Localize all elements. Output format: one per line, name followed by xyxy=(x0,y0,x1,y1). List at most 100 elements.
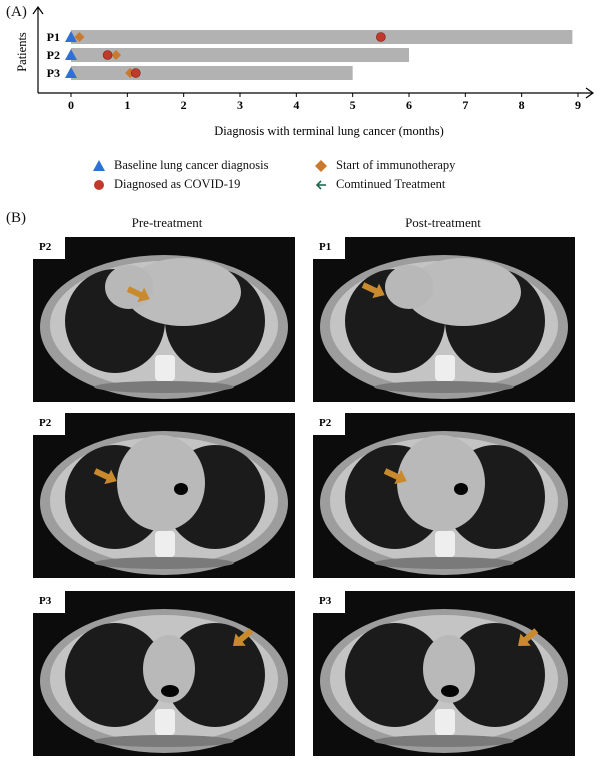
bar-p1 xyxy=(71,30,573,44)
patient-label-p3: P3 xyxy=(47,66,60,80)
ct-image xyxy=(320,609,568,753)
bar-p3 xyxy=(71,66,353,80)
covid-diagnosis-marker xyxy=(102,50,113,60)
x-axis-label: Diagnosis with terminal lung cancer (mon… xyxy=(214,124,443,138)
arrow-shape xyxy=(126,286,150,303)
scan-table xyxy=(374,557,514,569)
legend-covid-label: Diagnosed as COVID-19 xyxy=(114,177,241,191)
vertebra xyxy=(155,355,175,381)
x-tick-label: 7 xyxy=(462,98,468,112)
scan-table xyxy=(94,381,234,393)
mediastinum xyxy=(423,635,475,703)
x-tick-label: 4 xyxy=(293,98,299,112)
patient-bars xyxy=(71,30,573,80)
ct-image xyxy=(320,431,568,575)
x-axis-arrowhead xyxy=(585,87,595,99)
ct-image xyxy=(40,431,288,575)
pre-treatment-title: Pre-treatment xyxy=(131,215,203,230)
event-markers xyxy=(65,31,386,78)
baseline-diagnosis-marker xyxy=(65,31,77,42)
ct-scan: P2 xyxy=(33,237,295,402)
trachea xyxy=(454,483,468,495)
trachea xyxy=(174,483,188,495)
scan-table xyxy=(374,381,514,393)
legend-baseline: Baseline lung cancer diagnosis xyxy=(93,158,268,173)
trachea xyxy=(161,685,179,697)
patient-labels: P1 P2 P3 xyxy=(47,30,60,80)
circle-icon xyxy=(94,179,104,190)
arrow-icon xyxy=(126,286,150,303)
right-lung xyxy=(65,623,165,727)
x-tick-label: 3 xyxy=(237,98,243,112)
arrow-shape xyxy=(383,468,407,485)
x-tick-label: 2 xyxy=(181,98,187,112)
scan-patient-tag: P2 xyxy=(313,413,346,435)
legend-covid: Diagnosed as COVID-19 xyxy=(93,177,240,192)
arrow-icon xyxy=(518,628,539,646)
x-tick-label: 1 xyxy=(124,98,130,112)
arrow-shape xyxy=(361,282,385,299)
scan-patient-tag: P3 xyxy=(313,591,346,613)
ct-scan: P3 xyxy=(313,591,575,756)
ct-image xyxy=(40,255,288,399)
swimmer-plot: 0 1 2 3 4 5 6 7 8 9 P1 P2 P3 Patients Diagnosis wit… xyxy=(15,5,595,138)
mediastinal-mass xyxy=(117,435,205,531)
immunotherapy-start-marker xyxy=(111,50,122,60)
arrow-shape xyxy=(93,468,117,485)
x-tick-label: 6 xyxy=(406,98,412,112)
mediastinum xyxy=(143,635,195,703)
mediastinal-mass xyxy=(397,435,485,531)
vertebra xyxy=(155,531,175,557)
heart xyxy=(405,258,521,326)
ct-scan: P2 xyxy=(33,413,295,578)
baseline-diagnosis-marker xyxy=(65,49,77,60)
legend-immunotherapy: Start of immunotherapy xyxy=(315,158,455,173)
scan-table xyxy=(94,735,234,747)
x-tick-labels: 0 1 2 3 4 5 6 7 8 9 xyxy=(68,93,581,112)
y-axis-arrowhead xyxy=(32,5,44,15)
bar-p2 xyxy=(71,48,409,62)
triangle-icon xyxy=(93,159,105,171)
covid-diagnosis-marker xyxy=(376,32,386,42)
x-tick-label: 0 xyxy=(68,98,74,112)
trachea xyxy=(441,685,459,697)
plot-axes xyxy=(32,5,595,99)
scan-table xyxy=(94,557,234,569)
arrow-shape xyxy=(233,628,254,646)
arrow-left-icon xyxy=(315,179,326,190)
scan-patient-tag: P1 xyxy=(313,237,346,259)
ct-image xyxy=(320,255,568,399)
patient-label-p1: P1 xyxy=(47,30,60,44)
arrow-shape xyxy=(518,628,539,646)
right-lung xyxy=(345,623,445,727)
y-axis-label: Patients xyxy=(15,32,29,72)
baseline-diagnosis-marker xyxy=(65,67,77,78)
vertebra xyxy=(155,709,175,735)
ct-scan: P2 xyxy=(313,413,575,578)
arrow-icon xyxy=(361,282,385,299)
ct-scan: P3 xyxy=(33,591,295,756)
panel-a-label: (A) xyxy=(6,4,27,20)
vertebra xyxy=(435,709,455,735)
legend-continued: Comtinued Treatment xyxy=(315,177,445,192)
x-tick-label: 5 xyxy=(350,98,356,112)
arrow-icon xyxy=(93,468,117,485)
legend-immunotherapy-label: Start of immunotherapy xyxy=(336,158,456,172)
scan-table xyxy=(374,735,514,747)
panel-b-label: (B) xyxy=(6,210,26,226)
vertebra xyxy=(435,355,455,381)
legend-continued-label: Comtinued Treatment xyxy=(336,177,446,191)
ct-scan: P1 xyxy=(313,237,575,402)
vertebra xyxy=(435,531,455,557)
diamond-icon xyxy=(315,159,327,172)
heart xyxy=(125,258,241,326)
x-tick-label: 8 xyxy=(519,98,525,112)
covid-diagnosis-marker xyxy=(130,68,141,78)
legend-baseline-label: Baseline lung cancer diagnosis xyxy=(114,158,269,172)
scan-patient-tag: P2 xyxy=(33,413,66,435)
scan-patient-tag: P2 xyxy=(33,237,66,259)
ct-image xyxy=(40,609,288,753)
patient-label-p2: P2 xyxy=(47,48,60,62)
scan-patient-tag: P3 xyxy=(33,591,66,613)
arrow-icon xyxy=(233,628,254,646)
